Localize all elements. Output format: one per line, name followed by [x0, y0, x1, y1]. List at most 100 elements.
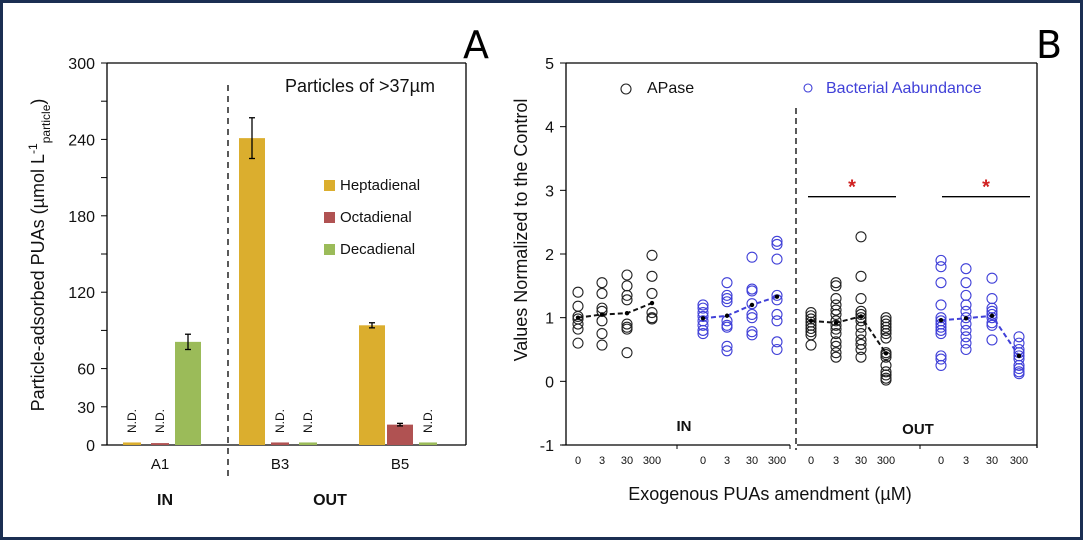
- x-tick-label: B5: [391, 456, 409, 473]
- data-point-apase: [855, 328, 867, 340]
- bar-heptadienal: [239, 138, 265, 446]
- x-tick-label: B3: [271, 456, 289, 473]
- data-point-apase: [621, 318, 633, 330]
- x-tick-label: 0: [808, 455, 814, 467]
- data-point-bacterial: [935, 324, 947, 336]
- mean-point: [774, 294, 780, 299]
- data-point-bacterial: [771, 289, 783, 301]
- mean-line: [810, 315, 887, 354]
- data-point-apase: [646, 313, 658, 325]
- x-tick-label: 3: [599, 455, 605, 467]
- data-point-bacterial: [935, 261, 947, 273]
- y-tick-label: 240: [68, 132, 95, 149]
- mean-point: [575, 315, 581, 320]
- x-tick-label: 3: [724, 455, 730, 467]
- y-tick-label: 60: [77, 362, 95, 379]
- y-tick-label: 3: [545, 183, 554, 200]
- x-tick-label: 30: [855, 455, 867, 467]
- data-point-apase: [621, 289, 633, 301]
- legend-label: Octadienal: [340, 209, 412, 226]
- data-point-apase: [830, 277, 842, 289]
- x-tick-label: A1: [151, 456, 169, 473]
- data-point-apase: [855, 338, 867, 350]
- bar-decadienal: [299, 442, 317, 445]
- mean-point: [599, 312, 605, 317]
- panel-b-ylabel: Values Normalized to the Control: [511, 99, 531, 362]
- data-point-bacterial: [935, 328, 947, 340]
- data-point-apase: [572, 323, 584, 335]
- x-tick-label: 30: [986, 455, 998, 467]
- mean-point: [858, 314, 864, 319]
- legend-marker-bacterial: [803, 83, 813, 93]
- data-point-bacterial: [1013, 359, 1025, 371]
- y-tick-label: 0: [545, 374, 554, 391]
- panel-b-xlabel: Exogenous PUAs amendment (µM): [628, 484, 912, 504]
- mean-line: [577, 302, 653, 319]
- data-point-apase: [830, 351, 842, 363]
- data-point-bacterial: [986, 272, 998, 284]
- y-tick-label: 5: [545, 56, 554, 73]
- data-point-apase: [880, 349, 892, 361]
- x-tick-label: 0: [700, 455, 706, 467]
- data-point-bacterial: [746, 251, 758, 263]
- data-point-bacterial: [960, 331, 972, 343]
- data-point-bacterial: [721, 277, 733, 289]
- data-point-bacterial: [935, 254, 947, 266]
- data-point-apase: [621, 294, 633, 306]
- data-point-apase: [855, 321, 867, 333]
- x-tick-label: 300: [768, 455, 786, 467]
- data-point-apase: [880, 366, 892, 378]
- data-point-apase: [830, 293, 842, 305]
- data-point-apase: [880, 369, 892, 381]
- x-tick-label: 0: [938, 455, 944, 467]
- data-point-bacterial: [960, 312, 972, 324]
- panel-a-title: Particles of >37µm: [285, 76, 435, 96]
- data-point-apase: [830, 328, 842, 340]
- data-point-bacterial: [697, 302, 709, 314]
- mean-point: [989, 313, 995, 318]
- data-point-bacterial: [721, 340, 733, 352]
- data-point-bacterial: [1013, 363, 1025, 375]
- data-point-apase: [805, 339, 817, 351]
- x-tick-label: 300: [1010, 455, 1028, 467]
- bar-heptadienal: [359, 325, 385, 445]
- y-tick-label: 1: [545, 311, 554, 328]
- data-point-apase: [830, 308, 842, 321]
- mean-point: [938, 318, 944, 323]
- nd-label: N.D.: [421, 409, 435, 433]
- legend-label-apase: APase: [647, 80, 694, 97]
- x-tick-label: 30: [746, 455, 758, 467]
- data-point-apase: [621, 323, 633, 335]
- data-point-bacterial: [746, 326, 758, 338]
- y-tick-label: 2: [545, 247, 554, 264]
- data-point-bacterial: [960, 343, 972, 356]
- data-point-bacterial: [721, 289, 733, 301]
- group-label-out: OUT: [902, 421, 934, 438]
- data-point-bacterial: [935, 277, 947, 289]
- legend-label: Heptadienal: [340, 177, 420, 194]
- mean-point: [883, 351, 889, 356]
- data-point-apase: [805, 326, 817, 338]
- mean-point: [1016, 353, 1022, 359]
- data-point-apase: [855, 270, 867, 282]
- data-point-apase: [621, 280, 633, 292]
- data-point-apase: [596, 339, 608, 351]
- data-point-apase: [880, 332, 892, 344]
- data-point-apase: [855, 293, 867, 305]
- data-point-apase: [830, 280, 842, 292]
- significance-asterisk: *: [848, 177, 856, 199]
- legend-label-bacterial: Bacterial Aabundance: [826, 80, 982, 97]
- data-point-bacterial: [960, 299, 972, 311]
- nd-label: N.D.: [273, 409, 287, 433]
- data-point-bacterial: [771, 336, 783, 348]
- data-point-apase: [572, 286, 584, 298]
- data-point-apase: [596, 328, 608, 340]
- data-point-bacterial: [771, 238, 783, 250]
- nd-label: N.D.: [301, 409, 315, 433]
- data-point-apase: [646, 287, 658, 300]
- data-point-apase: [830, 315, 842, 327]
- data-point-bacterial: [697, 328, 709, 340]
